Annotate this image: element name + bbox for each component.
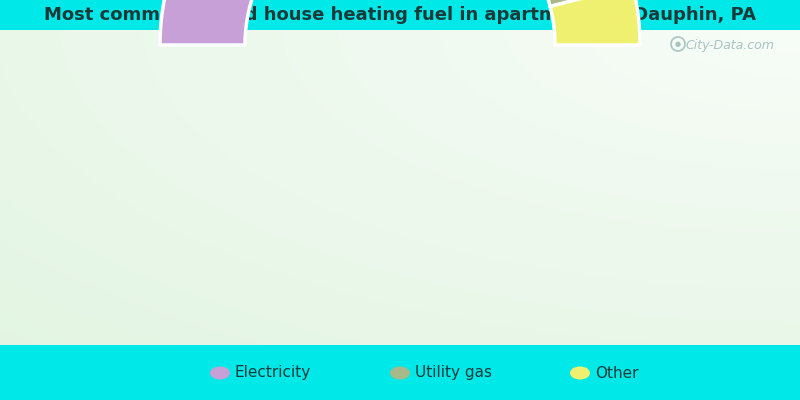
Ellipse shape xyxy=(390,366,410,380)
Polygon shape xyxy=(550,0,640,45)
Text: Electricity: Electricity xyxy=(235,366,311,380)
Text: ●: ● xyxy=(675,41,681,47)
Text: City-Data.com: City-Data.com xyxy=(685,38,774,52)
Text: Utility gas: Utility gas xyxy=(415,366,492,380)
Ellipse shape xyxy=(210,366,230,380)
Bar xyxy=(0,0,800,30)
Text: Other: Other xyxy=(595,366,638,380)
Polygon shape xyxy=(538,0,633,6)
Ellipse shape xyxy=(570,366,590,380)
Polygon shape xyxy=(160,0,614,45)
Text: Most commonly used house heating fuel in apartments in Dauphin, PA: Most commonly used house heating fuel in… xyxy=(44,6,756,24)
Bar xyxy=(0,345,800,400)
